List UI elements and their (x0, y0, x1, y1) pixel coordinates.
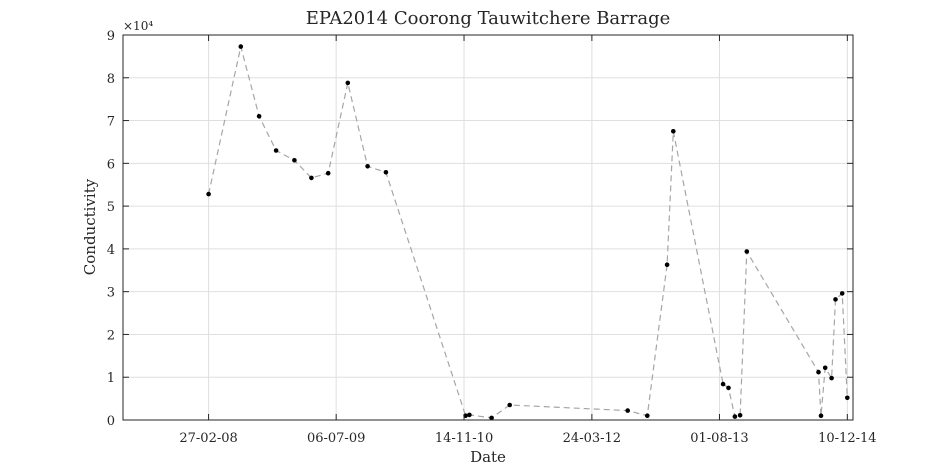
y-exponent-label: ×10⁴ (123, 19, 153, 33)
y-tick-label: 1 (107, 371, 115, 386)
y-tick-label: 3 (107, 286, 115, 301)
y-tick-label: 2 (107, 328, 115, 343)
data-point (829, 375, 834, 381)
data-point (206, 191, 211, 197)
y-tick-label: 0 (107, 414, 115, 429)
x-tick-label: 10-12-14 (818, 431, 876, 446)
data-point (833, 297, 838, 302)
y-tick-label: 6 (107, 157, 115, 172)
chart-title: EPA2014 Coorong Tauwitchere Barrage (306, 8, 671, 29)
data-point (726, 385, 731, 391)
data-point (345, 80, 351, 86)
x-tick-label: 06-07-09 (307, 431, 365, 446)
y-tick-label: 7 (107, 115, 115, 130)
data-point (489, 415, 494, 421)
data-point (309, 175, 314, 181)
data-point (292, 158, 297, 163)
data-point (671, 129, 676, 134)
data-point (664, 262, 670, 268)
x-tick-label: 01-08-13 (690, 431, 748, 446)
data-point (845, 395, 850, 401)
y-axis-label: Conductivity (81, 178, 99, 275)
data-point (238, 44, 244, 49)
y-tick-label: 9 (107, 29, 115, 44)
data-point (818, 413, 824, 419)
plot-area (123, 35, 853, 420)
data-point (737, 413, 743, 418)
x-tick-labels: 27-02-08 06-07-09 14-11-10 24-03-12 01-08-13… (179, 431, 876, 446)
x-tick-label: 24-03-12 (563, 431, 621, 446)
data-point (732, 414, 738, 419)
data-point (720, 381, 726, 387)
data-point (839, 291, 845, 296)
y-tick-label: 5 (107, 200, 115, 215)
ticks (123, 34, 853, 421)
series-line-group (208, 46, 848, 419)
y-tick-labels: 0 1 2 3 4 5 6 7 8 9 (107, 29, 115, 429)
data-point (816, 369, 821, 375)
y-tick-label: 4 (107, 243, 115, 258)
data-point (383, 170, 389, 175)
data-point (645, 413, 650, 419)
data-point (822, 365, 828, 371)
data-point (365, 164, 370, 169)
series-line (208, 46, 848, 419)
data-point (325, 170, 331, 176)
x-tick-label: 14-11-10 (435, 431, 493, 446)
data-point (467, 412, 472, 418)
data-point (625, 408, 630, 413)
x-tick-label: 27-02-08 (179, 431, 237, 446)
x-axis-label: Date (470, 448, 506, 466)
data-point (744, 249, 750, 254)
grid (123, 35, 853, 420)
y-tick-label: 8 (107, 72, 115, 87)
plot-frame (122, 34, 854, 421)
data-point (256, 114, 262, 119)
data-point (273, 148, 279, 153)
data-points (206, 44, 850, 421)
data-point (507, 402, 512, 408)
